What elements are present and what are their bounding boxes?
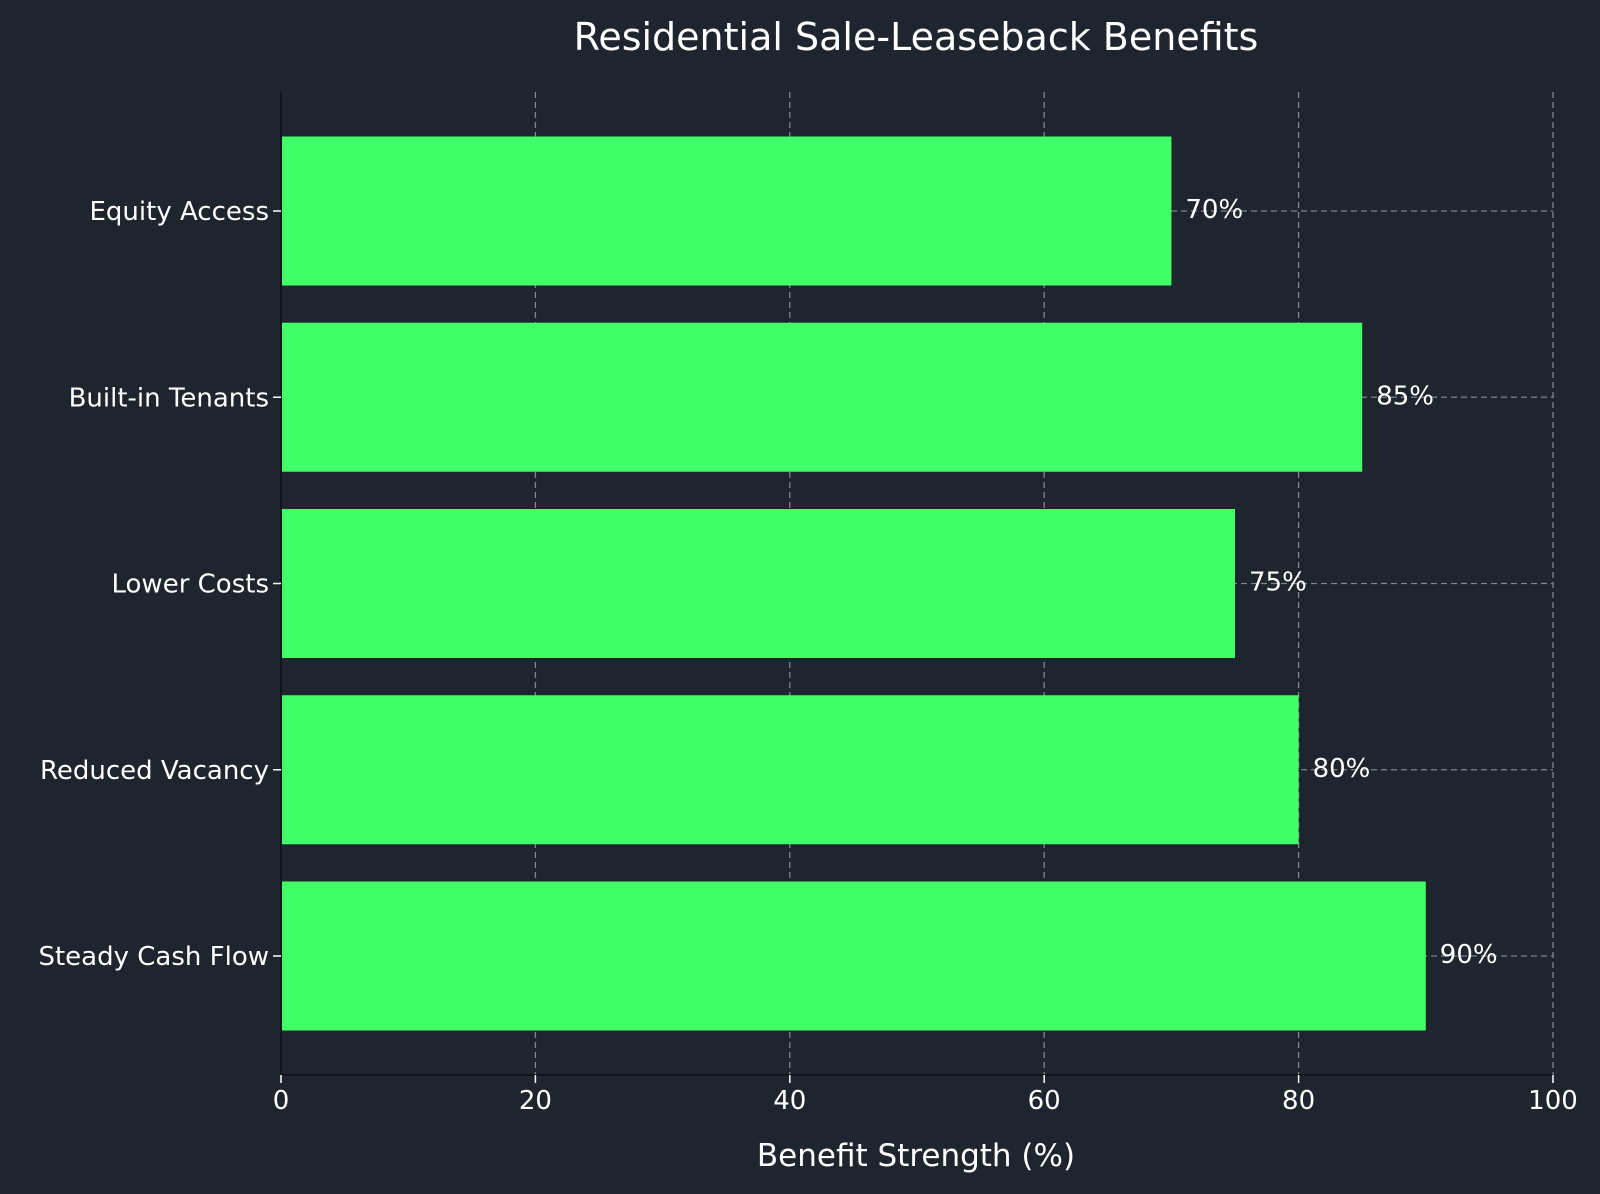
data-labels: 70% 85% 75% 80% 90%	[1185, 195, 1497, 970]
x-tick-label: 40	[773, 1086, 806, 1116]
chart-title: Residential Sale-Leaseback Benefits	[574, 15, 1259, 59]
x-tick-label: 80	[1282, 1086, 1315, 1116]
x-tick-label: 100	[1528, 1086, 1578, 1116]
y-tick-label: Equity Access	[90, 197, 270, 227]
bar-value-label: 85%	[1376, 381, 1434, 411]
bars	[281, 136, 1426, 1031]
y-tick-label: Steady Cash Flow	[38, 942, 269, 972]
axes: 0 20 40 60 80 100 Equity Access Built-in Tenant…	[38, 92, 1578, 1116]
bar-value-label: 80%	[1313, 754, 1371, 784]
y-tick-label: Built-in Tenants	[69, 383, 269, 413]
x-tick-label: 0	[273, 1086, 290, 1116]
y-tick-label: Lower Costs	[112, 570, 270, 600]
bar-value-label: 75%	[1249, 568, 1307, 598]
x-axis-label: Benefit Strength (%)	[757, 1138, 1075, 1174]
bar	[281, 136, 1172, 286]
bar	[281, 881, 1426, 1031]
bar-value-label: 70%	[1185, 195, 1243, 225]
bar	[281, 509, 1235, 658]
bar	[281, 695, 1299, 845]
x-tick-label: 60	[1028, 1086, 1061, 1116]
y-tick-label: Reduced Vacancy	[40, 756, 269, 786]
x-tick-label: 20	[519, 1086, 552, 1116]
bar	[281, 322, 1363, 472]
bar-value-label: 90%	[1440, 940, 1498, 970]
